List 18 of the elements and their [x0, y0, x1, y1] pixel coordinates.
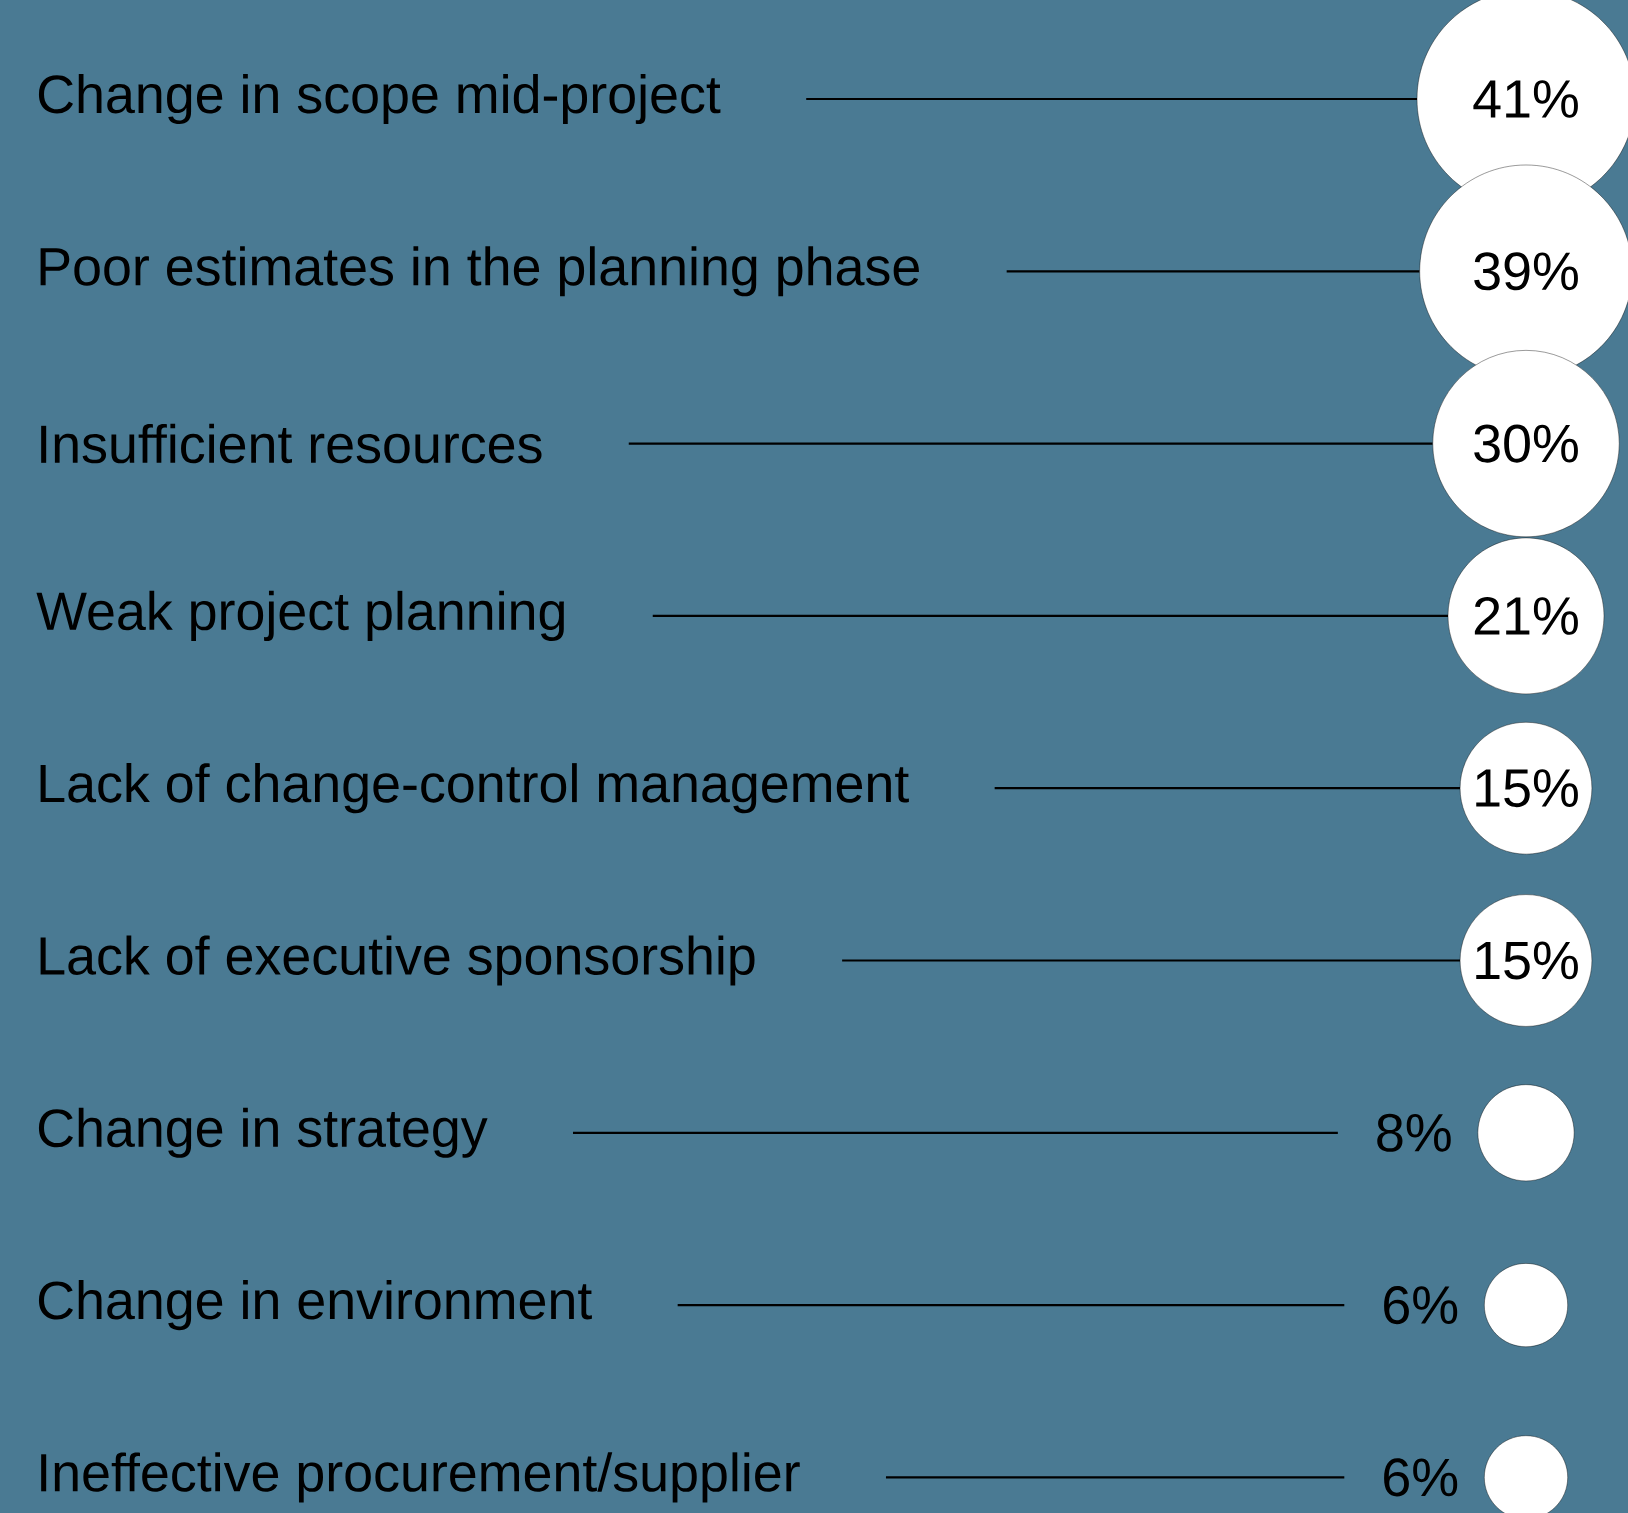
data-label: 8%	[1377, 1113, 1451, 1152]
category-label: Insufficient resources	[41, 423, 542, 464]
data-label: 15%	[1476, 941, 1578, 980]
category-label: Lack of executive sponsorship	[40, 935, 755, 986]
category-label: Weak project planning	[36, 590, 564, 641]
category-label: Poor estimates in the planning phase	[40, 246, 919, 297]
category-label: Change in environment	[38, 1280, 592, 1331]
category-label: Lack of change-control management	[40, 763, 909, 814]
data-label: 21%	[1474, 596, 1578, 635]
data-label: 15%	[1476, 769, 1578, 808]
category-label: Ineffective procurement/supplier	[41, 1452, 800, 1503]
category-label: Change in strategy	[38, 1107, 488, 1158]
data-label: 39%	[1474, 252, 1578, 291]
data-label: 41%	[1473, 80, 1578, 118]
data-label: 6%	[1384, 1458, 1458, 1497]
data-label: 30%	[1474, 424, 1578, 463]
data-label: 6%	[1384, 1286, 1458, 1325]
category-label: Change in scope mid-project	[38, 73, 721, 125]
